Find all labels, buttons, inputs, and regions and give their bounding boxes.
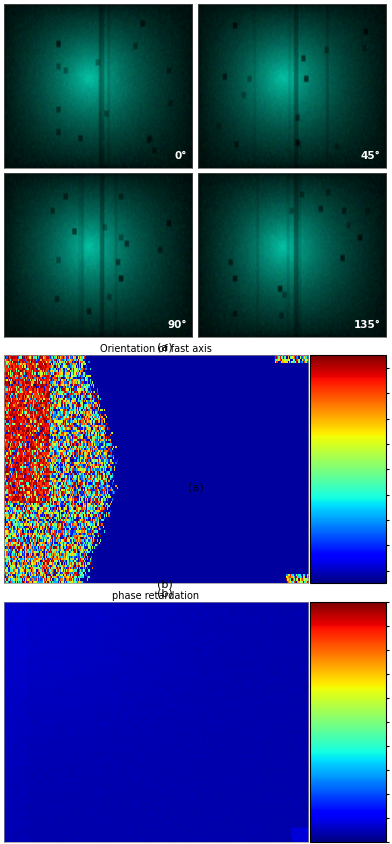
Text: 0°: 0° <box>174 151 187 161</box>
Title: phase retardation: phase retardation <box>113 592 200 601</box>
Text: (a): (a) <box>157 342 172 352</box>
Text: 135°: 135° <box>354 320 381 330</box>
Text: (b): (b) <box>157 588 172 598</box>
Text: (b): (b) <box>157 579 172 589</box>
Text: 90°: 90° <box>167 320 187 330</box>
Text: 45°: 45° <box>361 151 381 161</box>
Title: Orientation of fast axis: Orientation of fast axis <box>100 344 212 354</box>
Text: (a): (a) <box>188 483 204 493</box>
